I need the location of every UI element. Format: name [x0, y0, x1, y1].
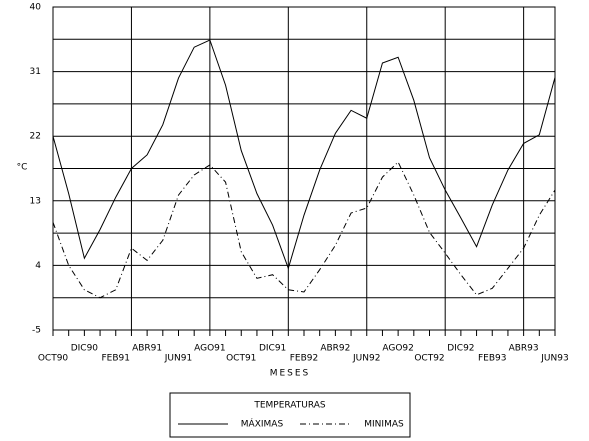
- x-tick-label: ABR91: [132, 344, 162, 354]
- x-tick-label: ABR93: [509, 344, 539, 354]
- y-tick-label: 13: [30, 196, 41, 206]
- x-tick-label: ABR92: [320, 344, 350, 354]
- series-line: [52, 161, 556, 299]
- y-tick-label: 40: [30, 3, 42, 13]
- legend-label: MÁXIMAS: [241, 418, 284, 430]
- legend-label: MINIMAS: [364, 420, 404, 430]
- x-tick-label: FEB92: [290, 354, 319, 364]
- x-tick-label: JUN91: [164, 354, 192, 364]
- x-tick-label: FEB91: [102, 354, 131, 364]
- y-tick-label: 31: [30, 67, 41, 77]
- x-tick-label: OCT90: [38, 354, 69, 364]
- y-tick-label: -5: [32, 326, 41, 336]
- x-tick-label: OCT92: [414, 354, 444, 364]
- legend-title: TEMPERATURAS: [253, 401, 326, 411]
- x-tick-label: JUN93: [540, 354, 568, 364]
- y-axis-label: °C: [17, 163, 28, 173]
- x-tick-label: DIC90: [71, 344, 99, 354]
- y-tick-label: 4: [35, 261, 41, 271]
- legend-box: [169, 392, 411, 438]
- x-axis-label: MESES: [270, 369, 311, 379]
- x-tick-label: JUN92: [352, 354, 380, 364]
- x-tick-label: AGO92: [382, 344, 414, 354]
- x-tick-label: AGO91: [194, 344, 226, 354]
- x-tick-label: OCT91: [226, 354, 256, 364]
- x-tick-label: DIC92: [447, 344, 474, 354]
- series-line: [52, 39, 556, 270]
- x-tick-label: DIC91: [259, 344, 286, 354]
- y-tick-label: 22: [30, 132, 41, 142]
- x-tick-label: FEB93: [478, 354, 507, 364]
